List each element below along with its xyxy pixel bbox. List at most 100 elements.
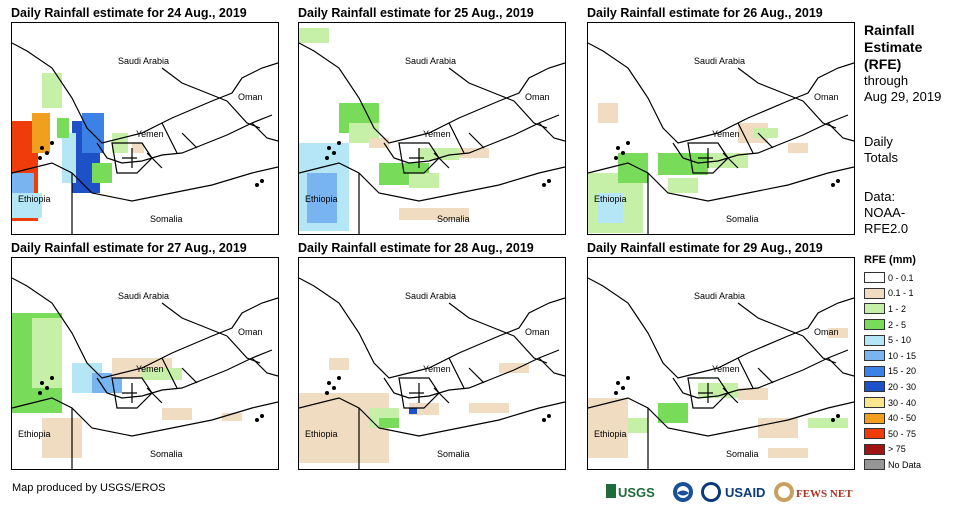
island <box>260 414 264 418</box>
country-border <box>802 100 837 129</box>
usaid-logo-text: USAID <box>725 485 765 500</box>
rainfall-area <box>329 358 349 370</box>
legend-item: > 75 <box>864 442 921 458</box>
rainfall-area <box>753 128 778 138</box>
country-border <box>698 383 739 404</box>
rainfall-area <box>668 178 698 193</box>
logos: USGS USAID FEWS NET <box>606 480 856 504</box>
country-border <box>161 357 198 389</box>
island <box>542 183 546 187</box>
rainfall-area <box>32 113 50 153</box>
island <box>836 414 840 418</box>
panel-title: Daily Rainfall estimate for 24 Aug., 201… <box>11 6 247 20</box>
label-oman: Oman <box>238 92 263 102</box>
island <box>40 146 44 150</box>
country-border <box>161 122 198 154</box>
legend-label: 20 - 30 <box>888 381 917 392</box>
sidebar-data-source1: NOAA- <box>864 205 906 220</box>
country-border <box>687 142 729 174</box>
island <box>255 418 259 422</box>
legend-label: 15 - 20 <box>888 366 917 377</box>
country-border <box>448 122 485 154</box>
country-border <box>448 67 515 102</box>
country-border <box>409 383 450 404</box>
label-saudi-arabia: Saudi Arabia <box>405 291 457 301</box>
label-yemen: Yemen <box>423 364 451 374</box>
island <box>332 151 336 155</box>
country-border <box>398 377 440 409</box>
rainfall-area <box>598 193 623 223</box>
legend: RFE (mm) 0 - 0.1 0.1 - 1 1 - 2 2 - 5 5 - 10 1… <box>864 254 921 473</box>
island <box>50 141 54 145</box>
legend-item: 20 - 30 <box>864 379 921 395</box>
island <box>542 418 546 422</box>
label-saudi-arabia: Saudi Arabia <box>405 56 457 66</box>
island <box>614 391 618 395</box>
legend-label: 2 - 5 <box>888 319 907 330</box>
rainfall-area <box>379 418 399 428</box>
panel-title: Daily Rainfall estimate for 26 Aug., 201… <box>587 6 823 20</box>
island <box>327 146 331 150</box>
island <box>325 391 329 395</box>
rainfall-area <box>469 403 509 413</box>
sidebar-data-label: Data: <box>864 189 896 204</box>
legend-label: 50 - 75 <box>888 428 917 439</box>
country-border <box>299 397 565 437</box>
rainfall-area <box>12 193 42 218</box>
country-border <box>448 357 485 389</box>
legend-item: 50 - 75 <box>864 426 921 442</box>
island <box>614 156 618 160</box>
map-frame: Saudi Arabia Oman Yemen Ethiopia Somalia <box>587 22 855 235</box>
label-saudi-arabia: Saudi Arabia <box>118 291 170 301</box>
island <box>616 381 620 385</box>
country-border <box>538 357 565 377</box>
rainfall-map <box>299 277 565 469</box>
island <box>831 418 835 422</box>
country-border <box>827 122 854 142</box>
sidebar-daily-totals: Daily Totals <box>864 134 898 166</box>
label-somalia: Somalia <box>150 449 183 459</box>
legend-swatch <box>864 303 885 315</box>
rainfall-area <box>598 103 618 123</box>
label-saudi-arabia: Saudi Arabia <box>694 56 746 66</box>
country-border <box>737 122 774 154</box>
legend-item: 30 - 40 <box>864 395 921 411</box>
rainfall-map <box>12 42 278 234</box>
rainfall-area <box>808 418 848 428</box>
island <box>616 146 620 150</box>
island <box>332 386 336 390</box>
agency-logos: USGS USAID FEWS NET <box>606 482 853 502</box>
legend-title: RFE (mm) <box>864 254 916 266</box>
legend-label: 40 - 50 <box>888 413 917 424</box>
panel-title: Daily Rainfall estimate for 28 Aug., 201… <box>298 241 534 255</box>
island <box>45 386 49 390</box>
rainfall-area <box>222 413 242 421</box>
label-oman: Oman <box>525 92 550 102</box>
country-border <box>802 335 837 364</box>
label-ethiopia: Ethiopia <box>305 194 338 204</box>
island <box>337 376 341 380</box>
legend-label: 10 - 15 <box>888 350 917 361</box>
rainfall-area <box>42 418 82 458</box>
label-somalia: Somalia <box>726 214 759 224</box>
country-border <box>299 42 565 144</box>
country-border <box>513 335 548 364</box>
rainfall-area <box>768 448 808 458</box>
country-border <box>122 148 163 169</box>
rainfall-area <box>62 133 76 183</box>
rainfall-area <box>42 73 62 108</box>
island <box>50 376 54 380</box>
country-border <box>251 357 278 377</box>
panel-title: Daily Rainfall estimate for 25 Aug., 201… <box>298 6 534 20</box>
credit-text: Map produced by USGS/EROS <box>12 482 166 494</box>
map-frame: Saudi Arabia Oman Yemen Ethiopia Somalia <box>11 22 279 235</box>
island <box>547 179 551 183</box>
rainfall-area <box>409 408 417 414</box>
country-border <box>737 302 804 337</box>
legend-label: 30 - 40 <box>888 397 917 408</box>
country-border <box>12 42 278 144</box>
sidebar-data-source2: RFE2.0 <box>864 221 909 236</box>
label-yemen: Yemen <box>712 364 740 374</box>
island <box>626 141 630 145</box>
legend-item: 2 - 5 <box>864 317 921 333</box>
